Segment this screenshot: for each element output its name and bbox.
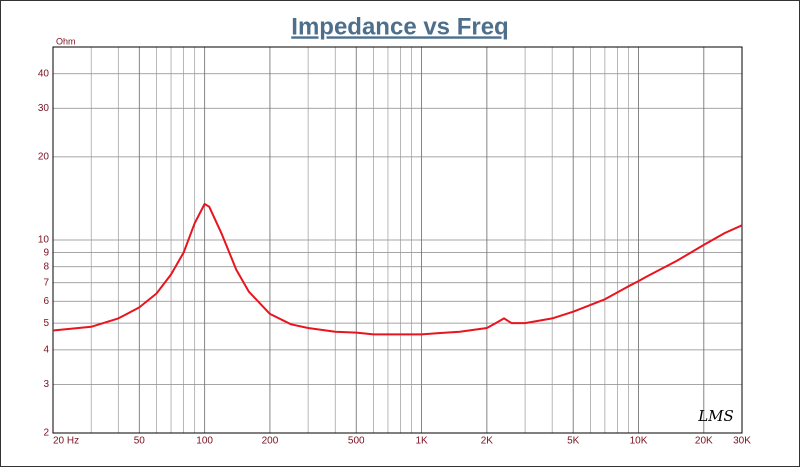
watermark: LMS [697, 407, 734, 425]
y-tick-label: 3 [43, 379, 49, 390]
y-tick-label: 6 [43, 296, 49, 307]
x-tick-label: 20 Hz [53, 436, 79, 447]
x-tick-label: 500 [348, 436, 365, 447]
x-tick-label: 2K [481, 436, 494, 447]
plot-border [52, 46, 743, 434]
chart-title: Impedance vs Freq [291, 13, 508, 40]
y-tick-label: 20 [38, 152, 50, 163]
y-tick-label: 10 [38, 235, 50, 246]
x-tick-label: 50 [134, 436, 146, 447]
y-axis-label: Ohm [56, 36, 76, 46]
grid [52, 47, 743, 434]
x-tick-label: 100 [196, 436, 213, 447]
y-tick-label: 4 [43, 345, 49, 356]
y-tick-label: 9 [43, 247, 49, 258]
x-tick-label: 5K [567, 436, 580, 447]
impedance-line [52, 203, 743, 336]
y-tick-label: 7 [43, 277, 49, 288]
y-tick-label: 40 [38, 68, 50, 79]
y-tick-label: 30 [38, 103, 50, 114]
y-tick-label: 5 [43, 318, 49, 329]
y-tick-label: 8 [43, 261, 49, 272]
x-tick-label: 1K [415, 436, 428, 447]
y-tick-label: 2 [43, 428, 49, 439]
x-tick-label: 30K [733, 436, 751, 447]
x-tick-label: 200 [262, 436, 279, 447]
x-tick-label: 10K [630, 436, 648, 447]
x-tick-label: 20K [695, 436, 713, 447]
